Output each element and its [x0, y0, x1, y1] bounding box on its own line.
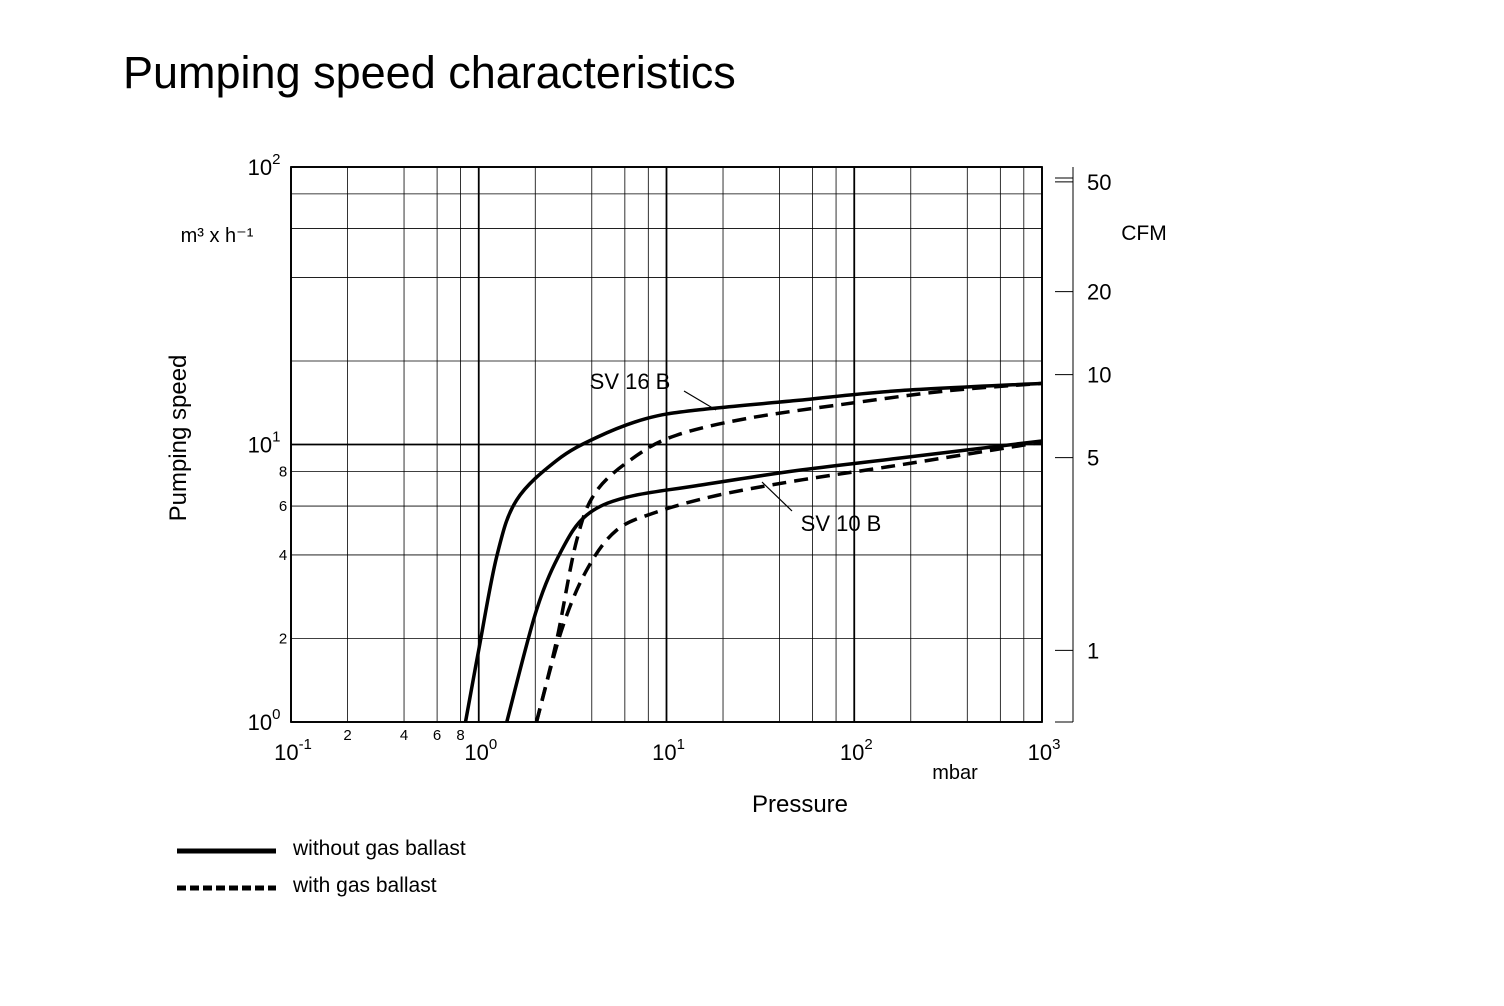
x-minor-tick-label: 8 — [456, 727, 464, 744]
x-tick-label: 100 — [464, 736, 497, 765]
y-minor-tick-label: 8 — [279, 463, 287, 480]
y-minor-tick-label: 4 — [279, 547, 287, 564]
series-line — [463, 381, 1043, 723]
y-minor-tick-label: 6 — [279, 498, 287, 515]
x-tick-label: 101 — [652, 736, 685, 765]
y-tick-label: 102 — [248, 151, 281, 180]
x-minor-tick-label: 2 — [343, 727, 351, 744]
x-tick-label-exponent: 1 — [677, 736, 685, 753]
x-tick-label-exponent: 3 — [1052, 736, 1060, 753]
x-tick-label: 10-1 — [274, 736, 312, 765]
annotation: SV 10 B — [801, 511, 882, 536]
x-tick-label-base: 10 — [840, 740, 864, 765]
x-tick-label-base: 10 — [464, 740, 488, 765]
x-tick-label-exponent: 0 — [489, 736, 497, 753]
y2-tick-label: 1 — [1087, 638, 1099, 663]
y-tick-label-base: 10 — [248, 155, 272, 180]
y2-tick-label: 5 — [1087, 446, 1099, 471]
x-axis-title: Pressure — [752, 791, 848, 818]
x-tick-label: 102 — [840, 736, 873, 765]
annotation: SV 16 B — [590, 369, 671, 394]
x-axis-unit: mbar — [932, 762, 978, 784]
y2-tick-label: 10 — [1087, 363, 1111, 388]
x-minor-tick-label: 6 — [433, 727, 441, 744]
y-tick-label-base: 10 — [248, 710, 272, 735]
y2-tick-label: 50 — [1087, 170, 1111, 195]
series-line — [505, 439, 1043, 723]
y-tick-label-exponent: 0 — [272, 706, 280, 723]
y-tick-label-exponent: 1 — [272, 429, 280, 446]
y-tick-label-base: 10 — [248, 433, 272, 458]
y2-tick-label: 20 — [1087, 280, 1111, 305]
x-minor-tick-label: 4 — [400, 727, 408, 744]
y-axis-title: Pumping speed — [165, 355, 192, 522]
x-tick-label-exponent: 2 — [864, 736, 872, 753]
y-tick-label: 101 — [248, 429, 281, 458]
y2-axis-unit: CFM — [1121, 222, 1167, 245]
y-tick-label: 100 — [248, 706, 281, 735]
annotation-leader — [761, 481, 793, 512]
x-tick-label-exponent: -1 — [299, 736, 312, 753]
x-tick-label: 103 — [1028, 736, 1061, 765]
legend-label: with gas ballast — [292, 874, 437, 897]
plot-frame — [290, 166, 1043, 723]
legend-label: without gas ballast — [292, 837, 466, 860]
y-axis-unit: m³ x h⁻¹ — [181, 225, 254, 247]
x-tick-label-base: 10 — [1028, 740, 1052, 765]
x-tick-label-base: 10 — [274, 740, 298, 765]
x-tick-label-base: 10 — [652, 740, 676, 765]
series-line — [534, 440, 1043, 723]
y-tick-label-exponent: 2 — [272, 151, 280, 168]
annotation-leader — [683, 390, 717, 411]
series-line — [534, 381, 1043, 723]
y-minor-tick-label: 2 — [279, 630, 287, 647]
chart-title: Pumping speed characteristics — [123, 47, 736, 98]
